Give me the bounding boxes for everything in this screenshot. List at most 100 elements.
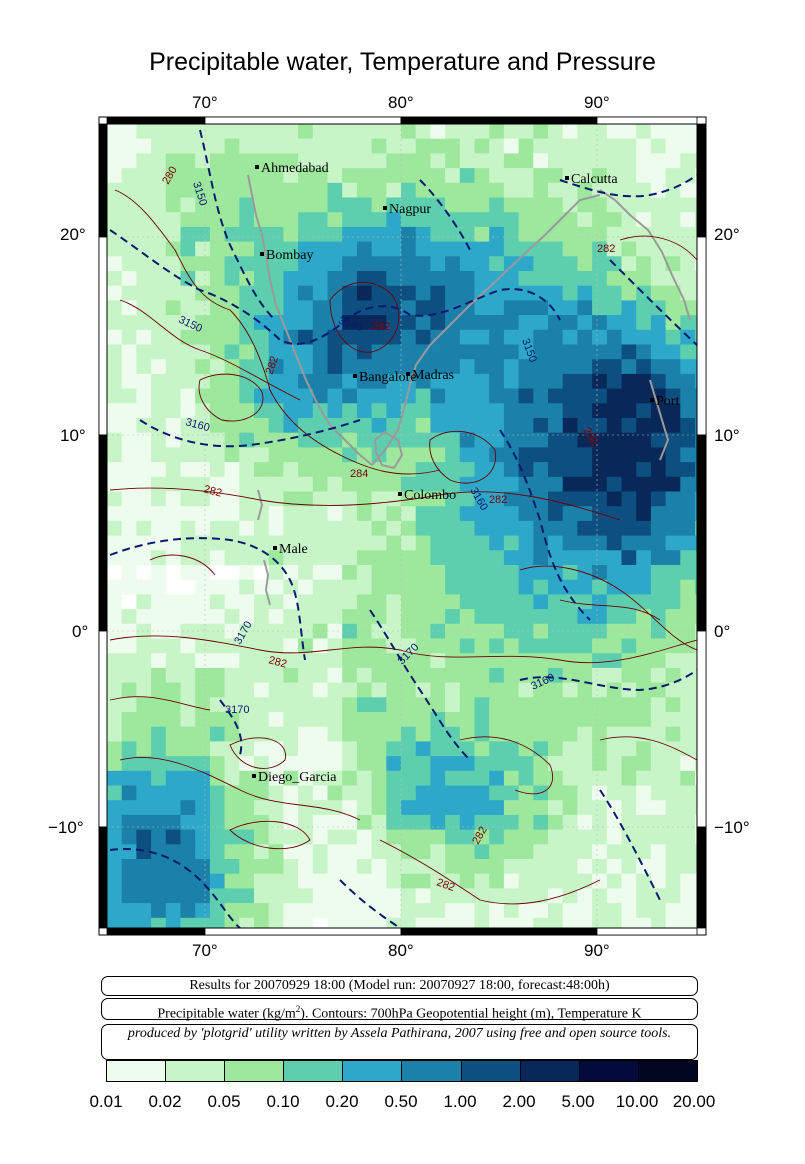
precip-cell	[151, 447, 167, 463]
colorbar-swatch-5	[343, 1061, 403, 1081]
precip-cell	[254, 432, 270, 448]
precip-cell	[209, 153, 225, 169]
precip-cell	[268, 241, 284, 257]
credit-text: produced by 'plotgrid' utility written b…	[127, 1026, 672, 1041]
precip-cell	[562, 138, 578, 154]
colorbar-swatch-4	[284, 1061, 344, 1081]
precip-cell	[268, 506, 284, 522]
precip-cell	[650, 344, 666, 360]
precip-cell	[224, 550, 240, 566]
precip-cell	[327, 609, 343, 625]
precip-cell	[636, 653, 652, 669]
precip-cell	[665, 741, 681, 757]
precip-cell	[415, 609, 431, 625]
precip-cell	[592, 447, 608, 463]
precip-cell	[459, 388, 475, 404]
precip-cell	[209, 138, 225, 154]
precip-cell	[401, 226, 417, 242]
precip-cell	[224, 197, 240, 213]
precip-cell	[165, 594, 181, 610]
precip-cell	[606, 168, 622, 184]
precip-cell	[401, 432, 417, 448]
precip-cell	[298, 462, 314, 478]
precip-cell	[577, 785, 593, 801]
precip-cell	[386, 241, 402, 257]
precip-cell	[180, 623, 196, 639]
precip-cell	[562, 829, 578, 845]
precip-cell	[121, 550, 137, 566]
precip-cell	[592, 285, 608, 301]
precip-cell	[415, 623, 431, 639]
precip-cell	[107, 623, 123, 639]
precip-cell	[239, 197, 255, 213]
precip-cell	[650, 785, 666, 801]
precip-cell	[606, 741, 622, 757]
precip-cell	[209, 903, 225, 919]
precip-cell	[489, 653, 505, 669]
precip-cell	[474, 226, 490, 242]
precip-cell	[533, 770, 549, 786]
precip-cell	[342, 197, 358, 213]
precip-cell	[430, 667, 446, 683]
precip-cell	[474, 256, 490, 272]
precip-cell	[268, 168, 284, 184]
precip-cell	[107, 873, 123, 889]
precip-cell	[401, 491, 417, 507]
precip-cell	[665, 785, 681, 801]
precip-cell	[356, 667, 372, 683]
precip-cell	[195, 476, 211, 492]
precip-cell	[459, 197, 475, 213]
precip-cell	[636, 359, 652, 375]
city-dot	[398, 492, 402, 496]
precip-cell	[518, 241, 534, 257]
precip-cell	[459, 168, 475, 184]
precip-cell	[151, 226, 167, 242]
precip-cell	[533, 462, 549, 478]
precip-cell	[401, 917, 417, 928]
precip-cell	[415, 197, 431, 213]
precip-cell	[459, 241, 475, 257]
precip-cell	[371, 726, 387, 742]
precip-cell	[209, 756, 225, 772]
precip-cell	[665, 373, 681, 389]
precip-cell	[121, 197, 137, 213]
precip-cell	[356, 550, 372, 566]
temperature-contour-label: 282	[267, 654, 288, 670]
precip-cell	[239, 579, 255, 595]
precip-cell	[298, 859, 314, 875]
city-label: Colombo	[404, 488, 456, 503]
precip-cell	[165, 124, 181, 140]
precip-cell	[283, 756, 299, 772]
precip-cell	[136, 506, 152, 522]
precip-cell	[665, 432, 681, 448]
precip-cell	[548, 520, 564, 536]
precip-cell	[239, 491, 255, 507]
precip-cell	[195, 653, 211, 669]
precip-cell	[489, 182, 505, 198]
precip-cell	[107, 859, 123, 875]
precip-cell	[621, 785, 637, 801]
precip-cell	[254, 609, 270, 625]
precip-cell	[224, 271, 240, 287]
precip-cell	[312, 829, 328, 845]
chart-title: Precipitable water, Temperature and Pres…	[149, 48, 656, 76]
precip-cell	[136, 241, 152, 257]
precip-cell	[621, 565, 637, 581]
precip-cell	[474, 153, 490, 169]
precip-cell	[474, 447, 490, 463]
precip-cell	[386, 373, 402, 389]
precip-cell	[606, 491, 622, 507]
precip-cell	[503, 756, 519, 772]
precip-cell	[180, 667, 196, 683]
precip-cell	[430, 623, 446, 639]
precip-cell	[474, 726, 490, 742]
precip-cell	[489, 623, 505, 639]
precip-cell	[695, 388, 697, 404]
precip-cell	[695, 609, 697, 625]
precip-cell	[195, 682, 211, 698]
precip-cell	[430, 550, 446, 566]
precip-cell	[489, 697, 505, 713]
precip-cell	[695, 432, 697, 448]
precip-cell	[548, 403, 564, 419]
precip-cell	[151, 285, 167, 301]
